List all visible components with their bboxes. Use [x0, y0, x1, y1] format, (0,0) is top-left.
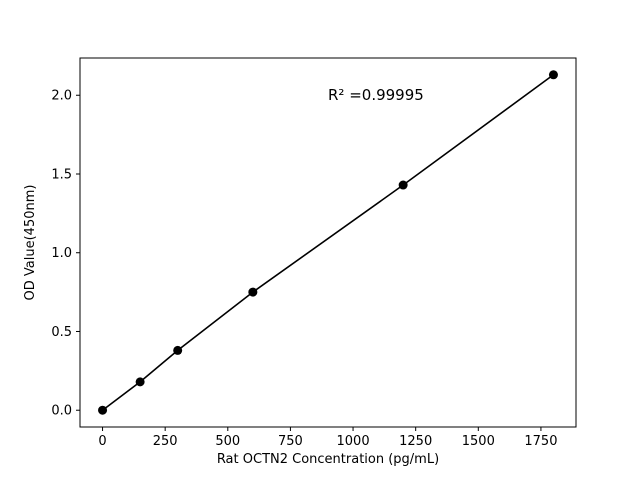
y-tick-label: 1.0 — [51, 246, 72, 261]
data-point — [173, 345, 183, 355]
r-squared-annotation: R² =0.99995 — [328, 86, 424, 104]
x-tick-label: 1750 — [524, 434, 557, 449]
data-point — [98, 405, 108, 415]
data-point — [248, 287, 258, 297]
data-point — [398, 180, 408, 190]
y-tick-label: 0.0 — [51, 404, 72, 419]
data-point — [548, 70, 558, 80]
x-tick-label: 500 — [215, 434, 240, 449]
x-tick-label: 750 — [278, 434, 303, 449]
x-tick-label: 250 — [153, 434, 178, 449]
y-tick-label: 0.5 — [51, 325, 72, 340]
y-axis-label: OD Value(450nm) — [23, 185, 38, 301]
data-point — [135, 377, 145, 387]
x-tick-label: 1250 — [399, 434, 432, 449]
y-tick-label: 2.0 — [51, 89, 72, 104]
trend-line — [102, 74, 554, 411]
y-tick-label: 1.5 — [51, 167, 72, 182]
x-tick-label: 0 — [98, 434, 106, 449]
x-tick-label: 1000 — [337, 434, 370, 449]
x-tick-label: 1500 — [462, 434, 495, 449]
x-axis-label: Rat OCTN2 Concentration (pg/mL) — [217, 452, 439, 467]
